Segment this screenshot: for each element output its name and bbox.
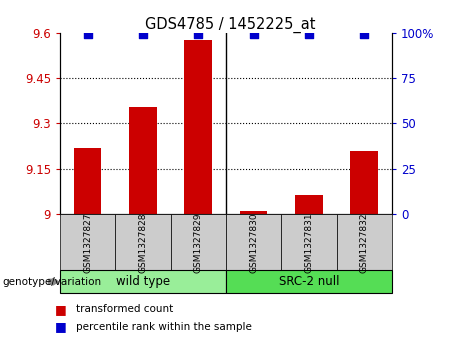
Bar: [74, 148, 101, 214]
Bar: [240, 211, 267, 214]
Point: [139, 30, 147, 36]
Point: [305, 30, 313, 36]
Text: SRC-2 null: SRC-2 null: [278, 275, 339, 288]
Text: GSM1327830: GSM1327830: [249, 212, 258, 273]
Bar: [350, 151, 378, 214]
Text: genotype/variation: genotype/variation: [2, 277, 101, 287]
Point: [250, 30, 257, 36]
Text: wild type: wild type: [116, 275, 170, 288]
Text: GSM1327828: GSM1327828: [138, 212, 148, 273]
Text: percentile rank within the sample: percentile rank within the sample: [76, 322, 252, 332]
Text: GSM1327829: GSM1327829: [194, 212, 203, 273]
Text: GDS4785 / 1452225_at: GDS4785 / 1452225_at: [145, 16, 316, 33]
Bar: [129, 107, 157, 214]
Text: transformed count: transformed count: [76, 304, 173, 314]
Point: [195, 30, 202, 36]
Text: ■: ■: [55, 303, 67, 316]
Bar: [184, 40, 212, 214]
Bar: [295, 195, 323, 214]
Point: [361, 30, 368, 36]
Text: GSM1327827: GSM1327827: [83, 212, 92, 273]
Point: [84, 30, 91, 36]
Text: GSM1327831: GSM1327831: [304, 212, 313, 273]
Text: GSM1327832: GSM1327832: [360, 212, 369, 273]
Text: ■: ■: [55, 320, 67, 333]
